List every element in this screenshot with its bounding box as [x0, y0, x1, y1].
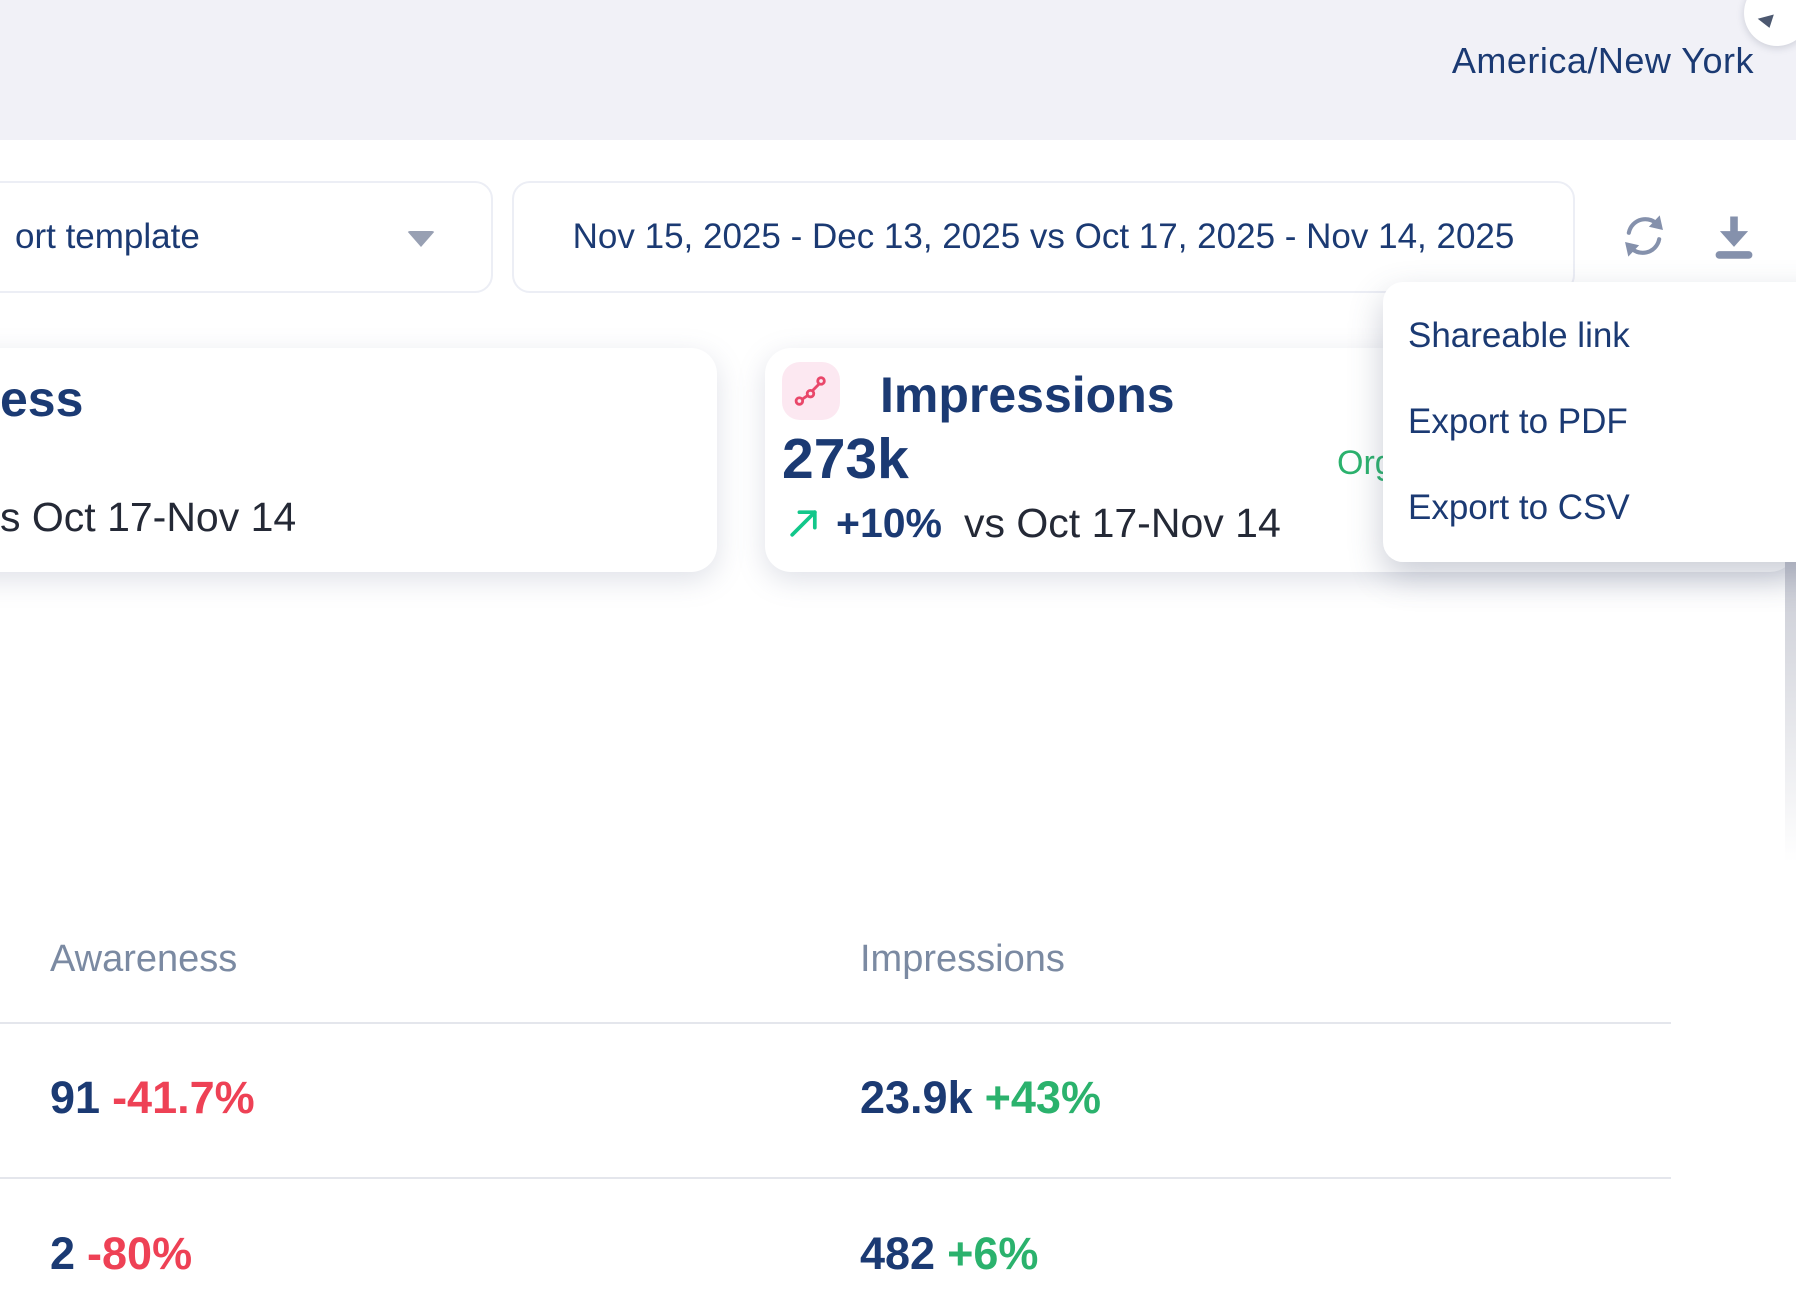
awareness-card-comparison: s Oct 17-Nov 14 — [0, 494, 297, 540]
report-template-label: ort template — [15, 217, 200, 256]
right-edge-scroll-strip — [1785, 562, 1796, 862]
top-header-bar: America/New York — [0, 0, 1796, 140]
refresh-icon — [1625, 215, 1663, 257]
download-button[interactable] — [1706, 208, 1762, 264]
menu-item-export-csv[interactable]: Export to CSV — [1408, 488, 1630, 527]
menu-item-shareable-link[interactable]: Shareable link — [1408, 316, 1630, 355]
date-range-picker[interactable]: Nov 15, 2025 - Dec 13, 2025 vs Oct 17, 2… — [512, 181, 1575, 293]
impressions-change: +10% — [836, 500, 943, 546]
export-menu: Shareable link Export to PDF Export to C… — [1383, 282, 1796, 562]
table-header-impressions: Impressions — [860, 938, 1065, 980]
impressions-comparison: vs Oct 17-Nov 14 — [964, 500, 1281, 546]
row1-awareness-value: 91 — [50, 1072, 101, 1123]
report-template-select[interactable]: ort template — [0, 181, 493, 293]
trend-up-icon — [790, 510, 817, 537]
row2-impressions-change: +6% — [947, 1228, 1039, 1279]
impressions-trend-row: +10% vs Oct 17-Nov 14 — [785, 500, 1281, 547]
row1-awareness-cell: 91 -41.7% — [50, 1072, 255, 1124]
chevron-down-icon — [407, 231, 435, 247]
date-range-label: Nov 15, 2025 - Dec 13, 2025 vs Oct 17, 2… — [572, 217, 1515, 256]
table-divider — [0, 1022, 1671, 1024]
impressions-icon — [794, 376, 826, 406]
row1-impressions-value: 23.9k — [860, 1072, 973, 1123]
menu-item-export-pdf[interactable]: Export to PDF — [1408, 402, 1628, 441]
download-icon — [1715, 216, 1753, 259]
row1-impressions-cell: 23.9k +43% — [860, 1072, 1101, 1124]
awareness-card: ess s Oct 17-Nov 14 — [0, 348, 717, 572]
timezone-label: America/New York — [1451, 40, 1754, 81]
row2-awareness-cell: 2 -80% — [50, 1228, 192, 1280]
row2-awareness-change: -80% — [87, 1228, 193, 1279]
table-header-awareness: Awareness — [50, 938, 238, 980]
table-divider — [0, 1177, 1671, 1179]
row1-awareness-change: -41.7% — [112, 1072, 255, 1123]
row2-awareness-value: 2 — [50, 1228, 76, 1279]
refresh-button[interactable] — [1616, 208, 1672, 264]
row2-impressions-value: 482 — [860, 1228, 936, 1279]
impressions-icon-box — [782, 362, 840, 420]
impressions-card-title: Impressions — [880, 367, 1175, 423]
row2-impressions-cell: 482 +6% — [860, 1228, 1038, 1280]
cursor-icon — [1756, 10, 1774, 28]
row1-impressions-change: +43% — [984, 1072, 1101, 1123]
awareness-card-title: ess — [0, 371, 84, 427]
impressions-value: 273k — [782, 427, 909, 491]
